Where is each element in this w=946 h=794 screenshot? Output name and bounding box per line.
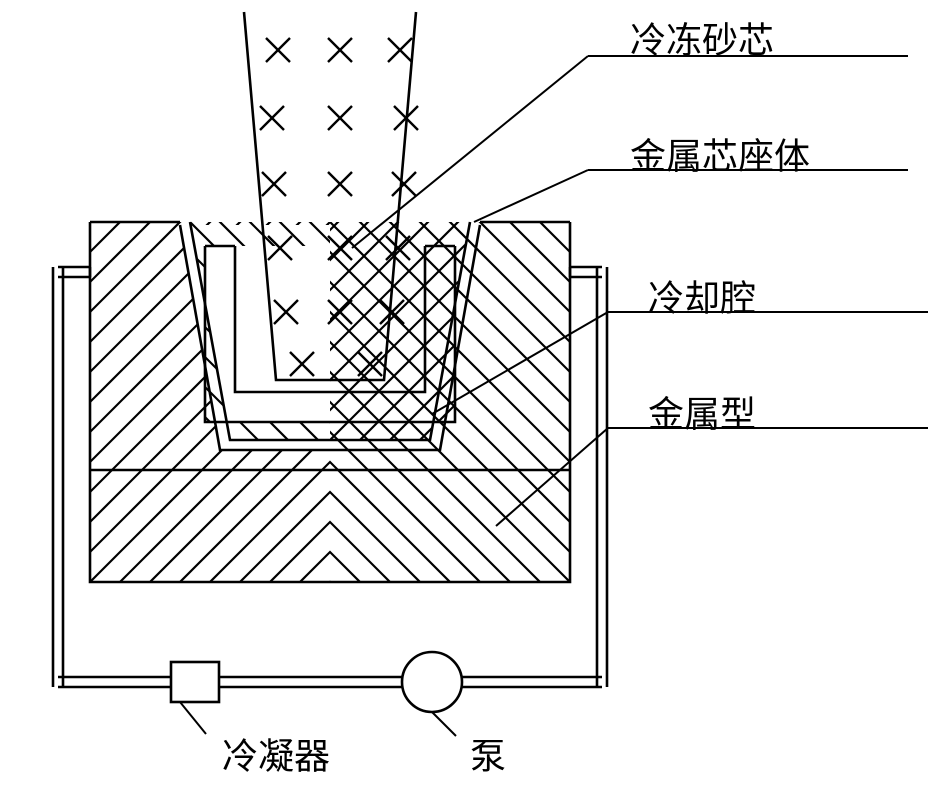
label-metal_mold: 金属型 (648, 394, 756, 434)
label-sand_core: 冷冻砂芯 (630, 20, 774, 60)
label-cool_cavity: 冷却腔 (648, 278, 756, 318)
label-condenser: 冷凝器 (222, 736, 330, 776)
sand-core-xmarks (260, 38, 418, 376)
pump-symbol (402, 652, 462, 712)
condenser-symbol (171, 662, 219, 702)
label-pump: 泵 (470, 736, 506, 776)
label-core_seat: 金属芯座体 (630, 136, 810, 176)
